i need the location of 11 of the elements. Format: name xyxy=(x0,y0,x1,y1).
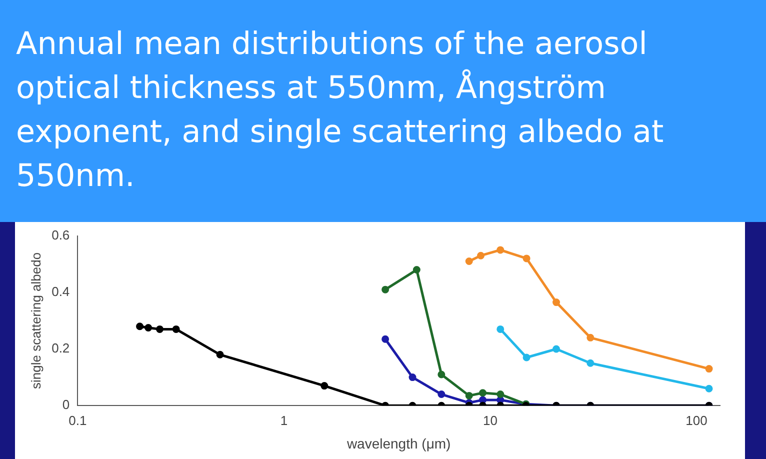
y-tick-label: 0.2 xyxy=(52,340,70,356)
y-tick-label: 0.4 xyxy=(52,284,70,299)
x-tick-label: 100 xyxy=(686,412,708,428)
x-tick-label: 0.1 xyxy=(68,412,87,428)
y-axis-title: single scattering albedo xyxy=(28,252,44,389)
x-axis-title: wavelength (μm) xyxy=(346,435,451,452)
y-tick-label: 0 xyxy=(62,397,70,412)
y-tick-label: 0.6 xyxy=(52,227,70,242)
x-tick-label: 10 xyxy=(482,412,498,428)
chart-title: Annual mean distributions of the aerosol optical thickness at 550nm, Ångström exponent, and single scattering albedo at 550nm. xyxy=(16,25,665,196)
x-tick-label: 1 xyxy=(280,412,288,428)
